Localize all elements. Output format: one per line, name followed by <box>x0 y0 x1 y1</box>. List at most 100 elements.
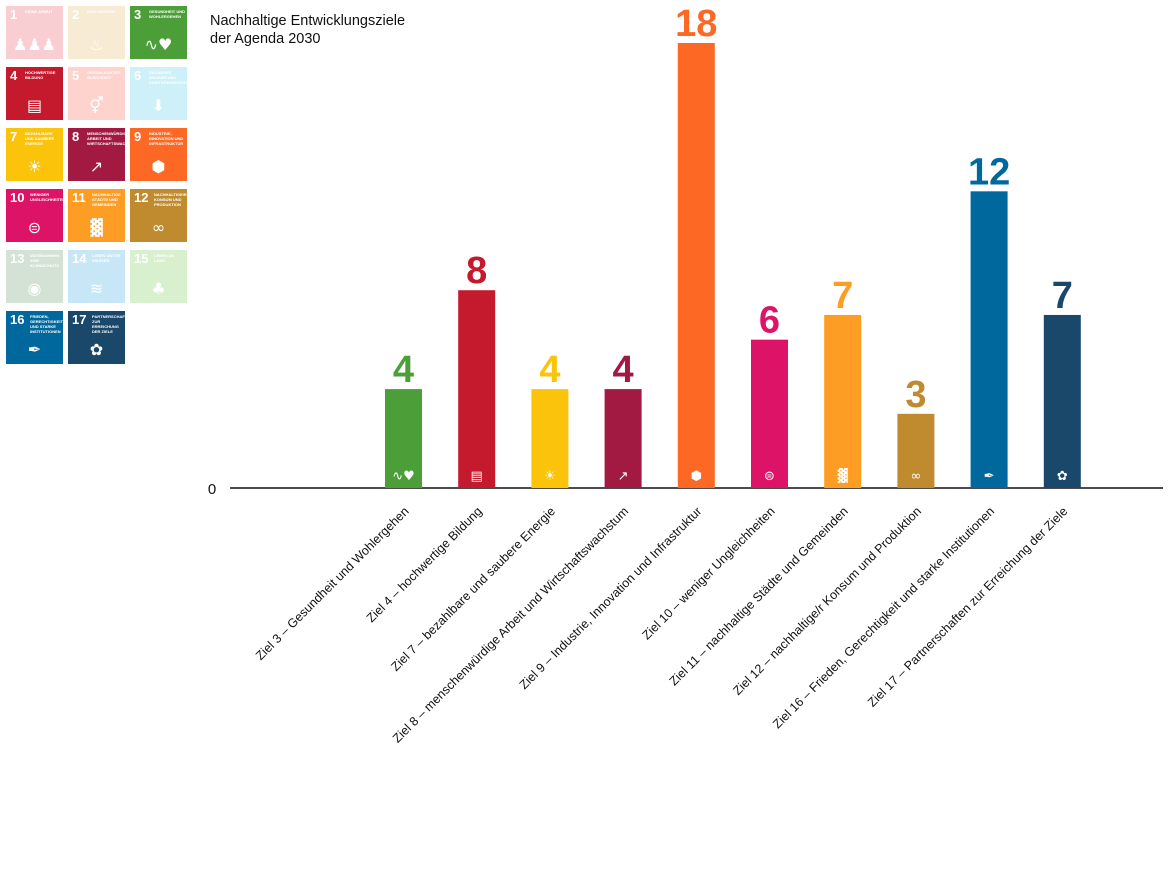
bar <box>677 43 715 488</box>
goal-tile-number: 7 <box>10 129 18 144</box>
goal-tile-number: 2 <box>72 7 80 22</box>
goal-tile-number: 14 <box>72 251 87 266</box>
data-label: 7 <box>1052 275 1073 317</box>
goal-tile-caption: Leben an Land <box>154 253 175 263</box>
goal-tile-number: 13 <box>10 251 25 266</box>
goal-tile-caption: Nachhaltige Städte und Gemeinden <box>92 192 121 207</box>
cubes-icon: ⬢ <box>151 157 166 176</box>
goal-tile-caption: Hochwertige Bildung <box>25 70 56 80</box>
goal-tile-17: 17 Partnerschaften zur Erreichung der Zie… <box>68 311 125 364</box>
goal-tile-number: 8 <box>72 129 80 144</box>
chart-title-line-2: der Agenda 2030 <box>210 31 321 47</box>
chart-title: Nachhaltige Entwicklungsziele der Agenda… <box>210 12 405 48</box>
data-label: 12 <box>968 151 1010 193</box>
goal-tile-caption: Industrie, Innovation und Infrastruktur <box>149 131 184 146</box>
tree-icon: ♣ <box>151 279 166 298</box>
chart-title-line-1: Nachhaltige Entwicklungsziele <box>210 13 406 29</box>
equal-icon: ⊜ <box>27 218 42 237</box>
category-label: Ziel 10 – weniger Ungleichheiten <box>639 504 777 642</box>
data-label: 6 <box>759 300 780 342</box>
city-icon: ▓ <box>90 218 103 237</box>
data-label: 4 <box>393 349 414 391</box>
goal-tile-number: 12 <box>134 190 149 205</box>
goal-tile-3: 3 Gesundheit und Wohlergehen ∿♥ <box>130 6 187 59</box>
bar <box>604 389 642 488</box>
heartbeat-icon: ∿♥ <box>144 35 173 54</box>
water-icon: ⬇ <box>151 96 166 115</box>
goal-tile-caption: Menschenwürdige Arbeit und Wirtschaftswa… <box>87 131 125 146</box>
growth-chart-icon: ↗ <box>89 157 104 176</box>
goal-tile-number: 9 <box>134 129 142 144</box>
heartbeat-icon: ∿♥ <box>392 469 415 484</box>
goal-tile-number: 15 <box>134 251 149 266</box>
family-icon: ♟♟♟ <box>12 35 57 54</box>
bowl-icon: ♨ <box>89 35 104 54</box>
goal-tile-number: 6 <box>134 68 142 83</box>
goal-tile-1: 1 Keine Armut ♟♟♟ <box>6 6 63 59</box>
growth-chart-icon: ↗ <box>618 469 629 484</box>
data-label: 7 <box>832 275 853 317</box>
dove-icon: ✒ <box>984 469 995 484</box>
goal-tile-11: 11 Nachhaltige Städte und Gemeinden ▓ <box>68 189 125 242</box>
category-label: Ziel 7 – bezahlbare und saubere Energie <box>388 504 558 674</box>
category-label: Ziel 3 – Gesundheit und Wohlergehen <box>253 504 412 663</box>
data-label: 18 <box>675 3 717 45</box>
goal-tile-10: 10 Weniger Ungleichheiten ⊜ <box>6 189 63 242</box>
goal-tile-number: 1 <box>10 7 18 22</box>
goal-tile-13: 13 Massnahmen zum Klimaschutz ◉ <box>6 250 63 303</box>
goal-tile-4: 4 Hochwertige Bildung ▤ <box>6 67 63 120</box>
goal-tile-number: 5 <box>72 68 80 83</box>
bar <box>458 290 496 488</box>
sun-icon: ☀ <box>544 469 556 484</box>
sdg-icon-grid: 1 Keine Armut ♟♟♟ 2 Kein Hunger ♨ 3 Gesundheit … <box>6 6 192 370</box>
goal-tile-caption: Kein Hunger <box>87 9 116 14</box>
equal-icon: ⊜ <box>764 469 775 484</box>
data-label: 4 <box>539 349 560 391</box>
goal-tile-caption: Massnahmen zum Klimaschutz <box>30 253 60 268</box>
infinity-icon: ∞ <box>151 218 166 237</box>
bar <box>751 339 788 488</box>
cubes-icon: ⬢ <box>691 469 702 484</box>
goal-tile-2: 2 Kein Hunger ♨ <box>68 6 125 59</box>
goal-tile-number: 16 <box>10 312 25 327</box>
goal-tile-caption: Partnerschaften zur Erreichung der Ziele <box>92 314 125 334</box>
goal-tile-number: 11 <box>72 190 86 205</box>
goal-tile-number: 17 <box>72 312 87 327</box>
bar <box>385 389 422 488</box>
goal-tile-caption: Frieden, Gerechtigkeit und starke Instit… <box>30 314 63 334</box>
goal-tile-9: 9 Industrie, Innovation und Infrastruktur… <box>130 128 187 181</box>
bar <box>531 389 569 488</box>
goal-tile-8: 8 Menschenwürdige Arbeit und Wirtschaftsw… <box>68 128 125 181</box>
y-tick-label: 0 <box>208 481 216 498</box>
goal-tile-7: 7 Bezahlbare und saubere Energie ☀ <box>6 128 63 181</box>
bar <box>897 413 935 488</box>
goal-tile-caption: Weniger Ungleichheiten <box>30 192 63 202</box>
category-label: Ziel 4 – hochwertige Bildung <box>364 504 485 625</box>
goal-tile-number: 10 <box>10 190 25 205</box>
bar <box>1043 314 1081 488</box>
goal-tile-caption: Sauberes Wasser und Sanitäreinrichtungen <box>149 70 187 85</box>
bar <box>970 191 1008 489</box>
book-icon: ▤ <box>471 469 483 484</box>
bar <box>824 314 862 488</box>
goal-tile-caption: Gesundheit und Wohlergehen <box>149 9 186 19</box>
gender-icon: ⚥ <box>89 96 104 115</box>
data-label: 8 <box>466 250 487 292</box>
book-icon: ▤ <box>26 96 43 115</box>
goal-tile-caption: Keine Armut <box>25 9 53 14</box>
goal-tile-15: 15 Leben an Land ♣ <box>130 250 187 303</box>
fish-icon: ≋ <box>89 279 104 298</box>
goal-tile-number: 4 <box>10 68 18 83</box>
goal-tile-16: 16 Frieden, Gerechtigkeit und starke Inst… <box>6 311 63 364</box>
flower-icon: ✿ <box>89 340 104 359</box>
goal-tile-12: 12 Nachhaltige/r Konsum und Produktion ∞ <box>130 189 187 242</box>
eye-globe-icon: ◉ <box>27 279 42 298</box>
data-label: 4 <box>613 349 634 391</box>
goal-tile-5: 5 Geschlechter-Gleichheit ⚥ <box>68 67 125 120</box>
goal-tile-caption: Leben unter Wasser <box>92 253 121 263</box>
goal-tile-number: 3 <box>134 7 142 22</box>
data-label: 3 <box>905 374 926 416</box>
sun-icon: ☀ <box>27 157 42 176</box>
goal-tile-caption: Nachhaltige/r Konsum und Produktion <box>154 192 187 207</box>
